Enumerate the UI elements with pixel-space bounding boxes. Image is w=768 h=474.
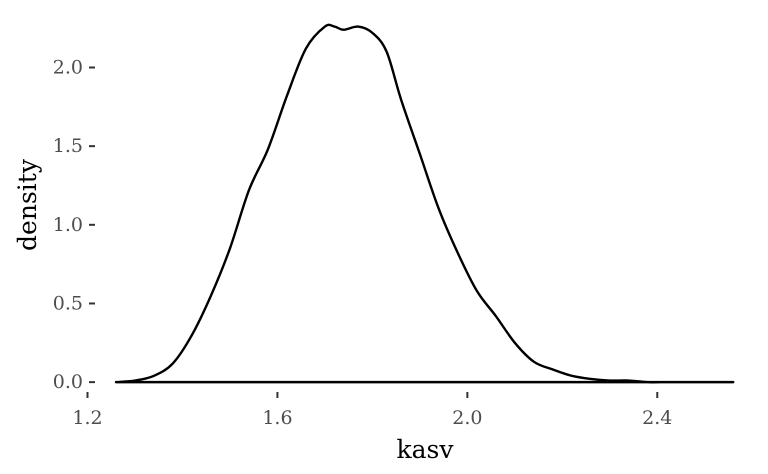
density-curve-0 xyxy=(114,23,735,384)
x-tick-label: 2.0 xyxy=(452,407,482,429)
y-axis-title: density xyxy=(13,158,42,251)
x-axis-title: kasv xyxy=(396,435,454,464)
y-tick-label: 0.5 xyxy=(53,292,83,314)
y-tick-label: 2.0 xyxy=(53,56,83,78)
plot-area xyxy=(114,23,735,384)
y-tick-label: 1.0 xyxy=(53,214,83,236)
x-tick-label: 2.4 xyxy=(642,407,672,429)
y-tick-label: 1.5 xyxy=(53,135,83,157)
x-tick-label: 1.6 xyxy=(262,407,292,429)
y-tick-label: 0.0 xyxy=(53,371,83,393)
axes: 0.0 0.5 1.0 1.5 2.0 1.2 1.6 2.0 2.4 xyxy=(53,56,673,429)
x-tick-label: 1.2 xyxy=(72,407,102,429)
